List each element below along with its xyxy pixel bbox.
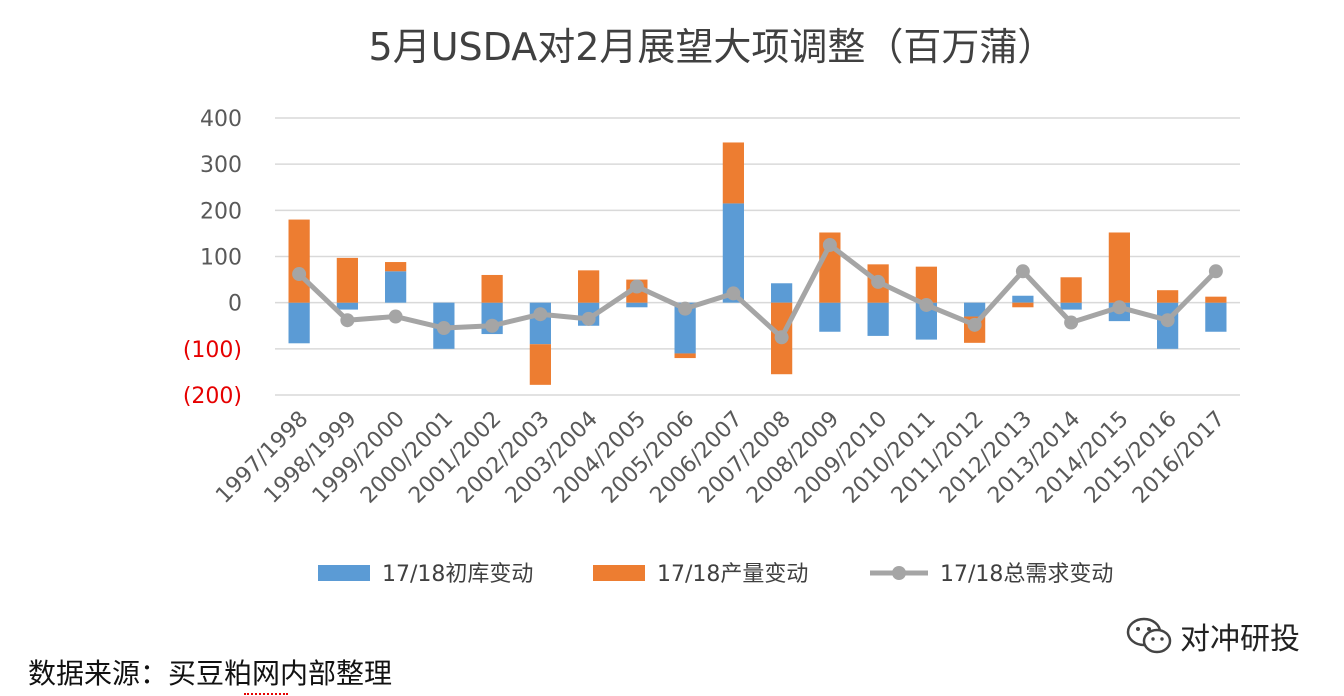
source-note: 数据来源：买豆粕网内部整理 bbox=[28, 657, 393, 690]
y-tick-label: (100) bbox=[183, 338, 242, 363]
line-point bbox=[822, 237, 837, 252]
line-point bbox=[388, 309, 403, 324]
line-point bbox=[436, 321, 451, 336]
bar-segment bbox=[385, 271, 407, 303]
bar-segment bbox=[336, 302, 358, 310]
line-point bbox=[1015, 264, 1030, 279]
line-point bbox=[1112, 300, 1127, 315]
legend-label: 17/18总需求变动 bbox=[940, 562, 1113, 587]
line-point bbox=[919, 297, 934, 312]
line-point bbox=[1064, 315, 1079, 330]
spellcheck-underline bbox=[244, 690, 288, 695]
gridlines bbox=[275, 117, 1240, 396]
bar-segment bbox=[288, 219, 310, 303]
wechat-icon bbox=[1126, 617, 1172, 654]
bar-segment bbox=[1060, 302, 1082, 310]
line-point bbox=[1160, 313, 1175, 328]
bar-segment bbox=[529, 344, 551, 385]
line-point bbox=[485, 318, 500, 333]
legend-swatch bbox=[318, 565, 370, 581]
legend-label: 17/18产量变动 bbox=[657, 562, 808, 587]
line-point bbox=[292, 267, 307, 282]
y-tick-label: (200) bbox=[183, 384, 242, 409]
bar-segment bbox=[1205, 296, 1227, 303]
bar-segment bbox=[1012, 295, 1034, 303]
line-point bbox=[340, 313, 355, 328]
total-demand-line bbox=[292, 237, 1223, 345]
bar-segment bbox=[336, 257, 358, 303]
y-tick-label: 100 bbox=[200, 246, 242, 271]
y-tick-label: 300 bbox=[200, 153, 242, 178]
legend: 17/18初库变动 17/18产量变动 17/18总需求变动 bbox=[318, 562, 1113, 587]
x-axis-ticks: 1997/19981998/19991999/20002000/20012001… bbox=[211, 407, 1230, 509]
bar-segment bbox=[1157, 290, 1179, 303]
legend-label: 17/18初库变动 bbox=[382, 562, 533, 587]
bar-segment bbox=[1108, 232, 1130, 303]
line-point bbox=[726, 286, 741, 301]
watermark-text: 对冲研投 bbox=[1180, 622, 1300, 657]
bar-segment bbox=[915, 266, 937, 303]
bar-segment bbox=[867, 302, 889, 336]
line-point bbox=[967, 317, 982, 332]
line-point bbox=[871, 274, 886, 289]
bar-segment bbox=[722, 203, 744, 303]
bar-segment bbox=[964, 302, 986, 317]
bar-segment bbox=[674, 353, 696, 359]
bar-segment bbox=[1205, 302, 1227, 332]
legend-marker bbox=[892, 566, 906, 580]
chart-title: 5月USDA对2月展望大项调整（百万蒲） bbox=[369, 25, 1056, 69]
watermark: 对冲研投 bbox=[1126, 614, 1300, 658]
bar-segment bbox=[819, 302, 841, 332]
legend-swatch bbox=[593, 565, 645, 581]
bar-segment bbox=[722, 142, 744, 204]
y-tick-label: 0 bbox=[228, 292, 242, 317]
bar-segment bbox=[481, 274, 503, 303]
bar-segment bbox=[385, 262, 407, 272]
line-point bbox=[678, 301, 693, 316]
line-point bbox=[581, 311, 596, 326]
line-point bbox=[629, 279, 644, 294]
line-point bbox=[533, 307, 548, 322]
y-axis-ticks: 400 300 200 100 0 (100) (200) bbox=[183, 107, 242, 409]
bar-segment bbox=[1012, 302, 1034, 308]
bar-segment bbox=[1060, 277, 1082, 303]
y-tick-label: 200 bbox=[200, 199, 242, 224]
line-point bbox=[774, 330, 789, 345]
series-line bbox=[297, 242, 1218, 340]
line-point bbox=[1208, 264, 1223, 279]
bar-segment bbox=[578, 270, 600, 303]
bar-segment bbox=[288, 302, 310, 344]
y-tick-label: 400 bbox=[200, 107, 242, 132]
bar-segment bbox=[626, 302, 648, 308]
bar-segment bbox=[674, 302, 696, 354]
bar-segment bbox=[771, 283, 793, 303]
bar-segment bbox=[915, 302, 937, 340]
